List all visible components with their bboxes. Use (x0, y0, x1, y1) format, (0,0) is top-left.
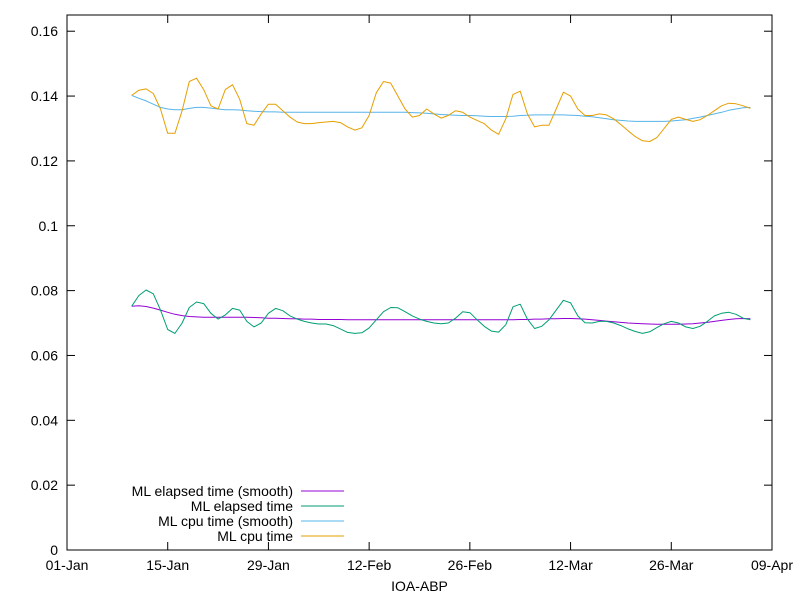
series-line-ml-elapsed-time (131, 289, 751, 334)
x-tick-label: 15-Jan (146, 557, 189, 573)
legend: ML elapsed time (smooth)ML elapsed timeM… (132, 483, 344, 544)
y-axis: 0 0.02 0.04 0.06 0.08 0.1 0.12 0.14 0.16 (31, 23, 772, 558)
x-tick-label: 29-Jan (247, 557, 290, 573)
y-tick-label: 0.08 (31, 283, 58, 299)
plot-frame (66, 14, 773, 551)
x-tick-label: 09-Apr (751, 557, 793, 573)
x-tick-label: 26-Mar (649, 557, 694, 573)
x-axis-title: IOA-ABP (391, 578, 448, 594)
series-line-ml-cpu-time-smooth (131, 94, 751, 122)
x-tick-label: 12-Mar (548, 557, 593, 573)
series-lines (131, 77, 751, 334)
y-tick-label: 0.06 (31, 347, 58, 363)
legend-label-ml-elapsed-time: ML elapsed time (191, 498, 293, 514)
y-tick-label: 0.02 (31, 477, 58, 493)
legend-label-ml-elapsed-time-smooth: ML elapsed time (smooth) (132, 483, 293, 499)
y-tick-label: 0 (50, 542, 58, 558)
plot-border (66, 14, 773, 551)
legend-label-ml-cpu-time: ML cpu time (217, 528, 293, 544)
series-line-ml-elapsed-time-smooth (131, 305, 751, 325)
y-tick-label: 0.04 (31, 412, 58, 428)
series-line-ml-cpu-time (131, 77, 751, 142)
y-tick-label: 0.14 (31, 88, 58, 104)
y-tick-label: 0.16 (31, 23, 58, 39)
x-tick-label: 12-Feb (347, 557, 392, 573)
x-tick-label: 26-Feb (448, 557, 493, 573)
legend-label-ml-cpu-time-smooth: ML cpu time (smooth) (158, 513, 293, 529)
x-axis: 01-Jan 15-Jan 29-Jan 12-Feb 26-Feb 12-Mar 26-M… (46, 15, 793, 573)
y-tick-label: 0.12 (31, 153, 58, 169)
y-tick-label: 0.1 (39, 218, 59, 234)
x-tick-label: 01-Jan (46, 557, 89, 573)
